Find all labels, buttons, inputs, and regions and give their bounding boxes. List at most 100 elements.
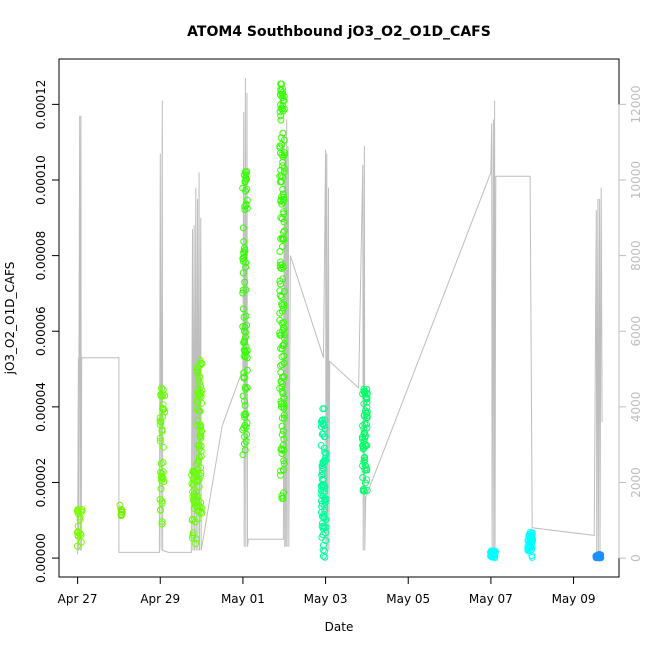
data-point xyxy=(242,201,250,209)
data-point xyxy=(158,392,166,400)
data-point xyxy=(359,487,367,495)
data-point xyxy=(240,339,248,347)
data-point xyxy=(195,475,203,483)
data-point xyxy=(363,408,371,416)
data-point xyxy=(242,312,250,320)
data-point xyxy=(280,193,288,201)
y2-tick-label: 8000 xyxy=(629,240,643,271)
y-tick-label: 0.00000 xyxy=(34,533,48,583)
y2-tick-label: 12000 xyxy=(629,85,643,123)
data-point xyxy=(361,389,369,397)
data-point xyxy=(161,408,169,416)
y2-tick-label: 6000 xyxy=(629,316,643,347)
data-point xyxy=(277,116,285,124)
data-point xyxy=(278,383,286,391)
data-point xyxy=(243,347,251,355)
data-point xyxy=(280,208,288,216)
data-point xyxy=(197,472,204,480)
data-point xyxy=(276,362,284,370)
data-point xyxy=(276,264,284,272)
data-point xyxy=(363,442,371,449)
data-point xyxy=(363,398,371,406)
data-point xyxy=(239,289,247,297)
data-point xyxy=(196,407,204,415)
data-point xyxy=(277,403,285,411)
data-point xyxy=(278,140,286,148)
data-point xyxy=(278,431,286,439)
data-point xyxy=(363,403,371,411)
data-point xyxy=(359,442,366,449)
data-point xyxy=(276,91,284,99)
data-point xyxy=(156,437,164,445)
data-point xyxy=(241,433,248,441)
y-tick-label: 0.00004 xyxy=(34,382,48,432)
data-point xyxy=(280,460,288,468)
data-point xyxy=(243,185,251,193)
data-point xyxy=(241,178,249,186)
data-point xyxy=(280,236,288,243)
data-point xyxy=(241,401,249,409)
data-point xyxy=(243,430,251,438)
data-point xyxy=(279,185,287,193)
data-point xyxy=(276,261,284,269)
data-point xyxy=(280,218,288,226)
data-point xyxy=(159,459,167,466)
data-point xyxy=(192,488,200,496)
data-point xyxy=(363,466,371,473)
data-point xyxy=(279,85,286,93)
data-point xyxy=(158,520,166,528)
data-point xyxy=(277,101,284,109)
data-point xyxy=(277,471,284,479)
data-point xyxy=(157,468,165,476)
data-point xyxy=(277,398,285,405)
data-point xyxy=(77,538,85,546)
data-point xyxy=(242,174,250,182)
data-point xyxy=(242,187,249,195)
data-point xyxy=(157,460,165,468)
data-point xyxy=(276,144,284,152)
data-point xyxy=(242,171,250,179)
data-point xyxy=(243,204,251,212)
data-point xyxy=(243,384,251,392)
data-point xyxy=(159,443,167,451)
y2-tick-label: 10000 xyxy=(629,161,643,199)
data-point xyxy=(322,537,330,545)
data-point xyxy=(322,449,330,457)
data-point xyxy=(363,424,371,432)
data-point xyxy=(278,234,286,242)
data-point xyxy=(279,427,287,435)
data-point xyxy=(242,263,250,271)
data-point xyxy=(321,496,329,504)
data-point xyxy=(158,470,166,477)
y-tick-label: 0.00010 xyxy=(34,155,48,205)
data-point xyxy=(196,433,204,441)
data-point xyxy=(194,369,202,377)
data-point xyxy=(276,316,284,324)
data-point xyxy=(196,373,204,381)
data-point xyxy=(240,248,248,256)
data-point xyxy=(278,494,286,502)
data-point xyxy=(158,499,166,507)
data-point xyxy=(193,492,201,500)
data-point xyxy=(359,462,367,470)
data-point xyxy=(239,426,247,434)
data-point xyxy=(156,414,164,422)
data-point xyxy=(320,514,328,522)
axes: Apr 27 Apr 29 May 01 May 03 May 05 May 07 May … xyxy=(34,80,643,606)
altitude-series xyxy=(77,77,603,555)
plot-frame xyxy=(58,58,620,578)
data-point xyxy=(278,353,286,361)
data-point xyxy=(196,356,204,364)
y2-tick-label: 4000 xyxy=(629,392,643,423)
data-point xyxy=(158,518,166,526)
data-point xyxy=(242,385,250,393)
data-point xyxy=(194,515,202,523)
data-point xyxy=(318,483,326,491)
data-point xyxy=(278,492,286,500)
data-point xyxy=(157,474,165,481)
data-point xyxy=(193,366,201,374)
data-point xyxy=(189,488,196,496)
data-point xyxy=(239,286,247,294)
data-point xyxy=(192,540,199,548)
data-point xyxy=(363,476,371,484)
